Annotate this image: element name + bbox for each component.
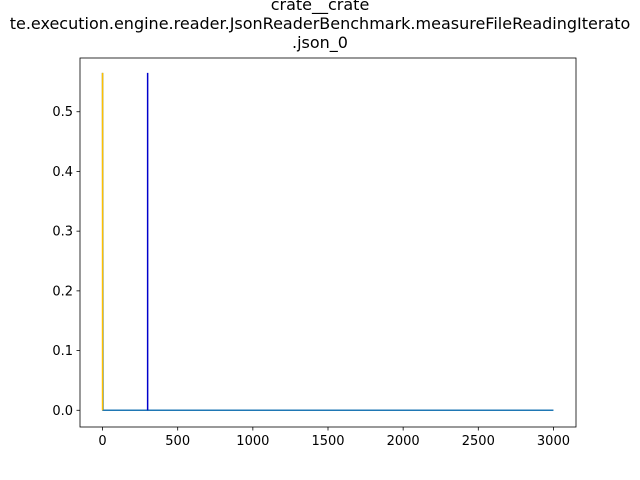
series-line-0	[101, 72, 554, 412]
x-tick-label: 2000	[387, 434, 420, 449]
axes-frame	[79, 57, 577, 428]
x-tick-label: 0	[98, 434, 106, 449]
chart-title-line-3: .json_0	[292, 33, 348, 52]
chart-title-line-1: crate__crate	[270, 0, 370, 14]
x-tick-label: 3000	[537, 434, 570, 449]
x-tick-label: 1500	[311, 434, 344, 449]
y-tick-label: 0.3	[52, 225, 73, 240]
y-tick-label: 0.1	[52, 344, 73, 359]
chart-title-line-2: te.execution.engine.reader.JsonReaderBen…	[9, 14, 631, 33]
y-tick-label: 0.0	[52, 404, 73, 419]
y-tick-label: 0.4	[52, 165, 73, 180]
y-tick-label: 0.2	[52, 284, 73, 299]
x-tick-label: 500	[165, 434, 190, 449]
x-tick-label: 2500	[462, 434, 495, 449]
y-tick-label: 0.5	[52, 105, 73, 120]
x-tick-label: 1000	[236, 434, 269, 449]
